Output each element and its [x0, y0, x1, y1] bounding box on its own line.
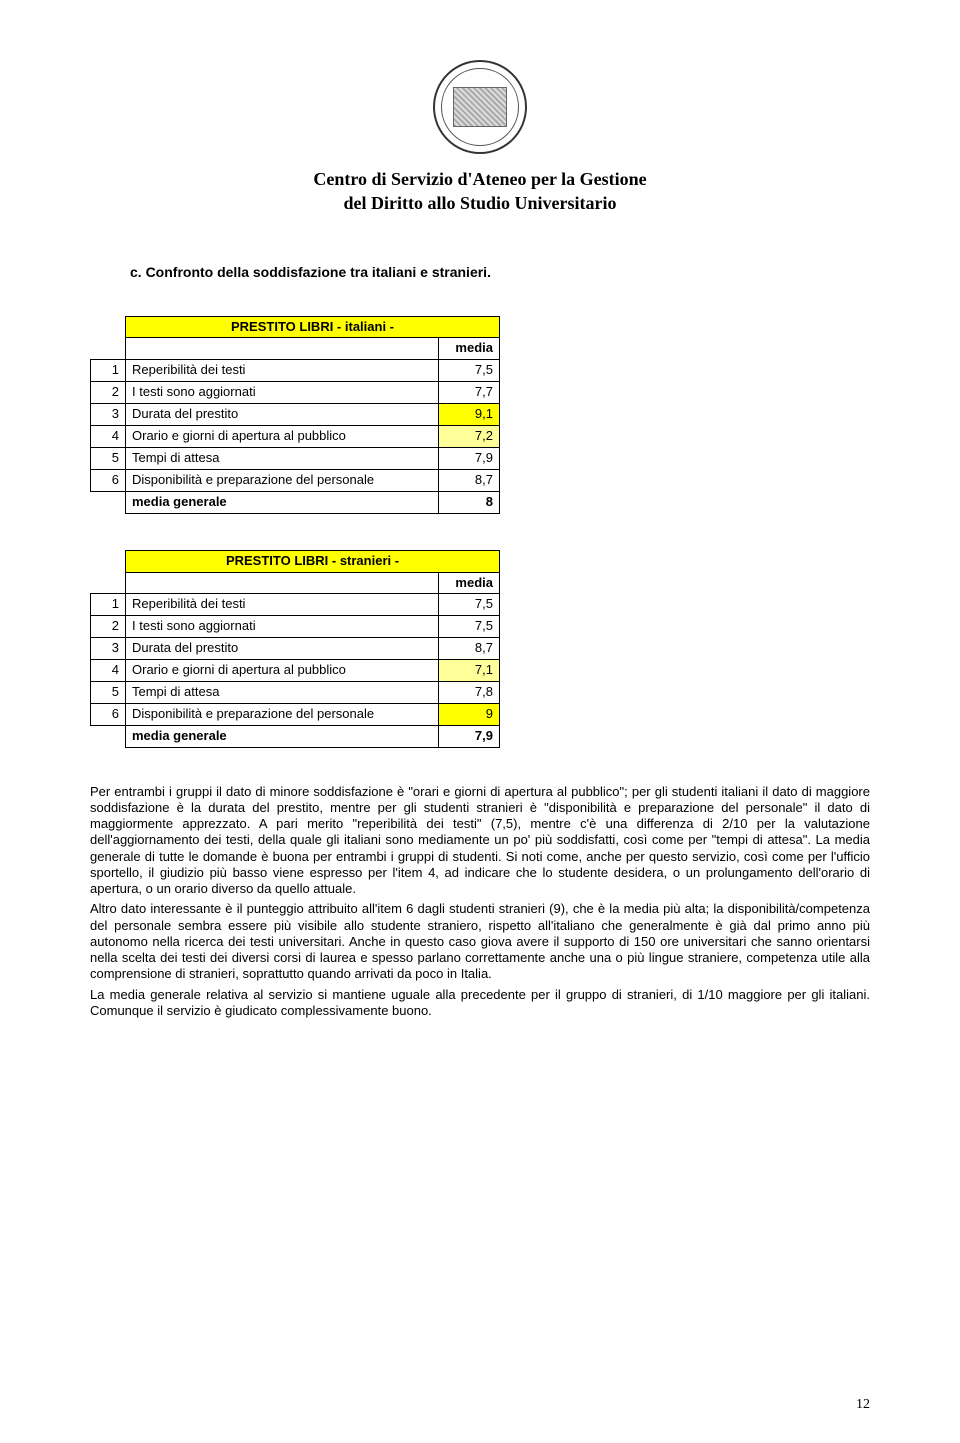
- table1-title: PRESTITO LIBRI - italiani -: [126, 316, 500, 338]
- row-value: 7,5: [439, 360, 500, 382]
- row-value: 7,2: [439, 426, 500, 448]
- page-number: 12: [856, 1397, 870, 1413]
- section-heading: c. Confronto della soddisfazione tra ita…: [130, 264, 870, 280]
- table-row: 1Reperibilità dei testi7,5: [91, 360, 500, 382]
- row-num: 6: [91, 469, 126, 491]
- row-value: 7,7: [439, 382, 500, 404]
- row-label: Reperibilità dei testi: [126, 360, 439, 382]
- table-row: 4Orario e giorni di apertura al pubblico…: [91, 660, 500, 682]
- row-label: I testi sono aggiornati: [126, 616, 439, 638]
- table2-media-hdr: media: [439, 572, 500, 594]
- row-label: Tempi di attesa: [126, 681, 439, 703]
- row-num: 3: [91, 638, 126, 660]
- row-value: 9: [439, 703, 500, 725]
- table-row: 6Disponibilità e preparazione del person…: [91, 703, 500, 725]
- row-label: Durata del prestito: [126, 404, 439, 426]
- row-label: Orario e giorni di apertura al pubblico: [126, 660, 439, 682]
- table2-footer-val: 7,9: [439, 725, 500, 747]
- row-value: 9,1: [439, 404, 500, 426]
- header-line1: Centro di Servizio d'Ateneo per la Gesti…: [313, 169, 646, 189]
- table-row: 6Disponibilità e preparazione del person…: [91, 469, 500, 491]
- table-row: 5Tempi di attesa7,9: [91, 447, 500, 469]
- paragraph-2: Altro dato interessante è il punteggio a…: [90, 901, 870, 982]
- header-line2: del Diritto allo Studio Universitario: [344, 193, 617, 213]
- header-title: Centro di Servizio d'Ateneo per la Gesti…: [90, 167, 870, 216]
- row-num: 1: [91, 594, 126, 616]
- table1-footer-val: 8: [439, 491, 500, 513]
- row-value: 7,5: [439, 594, 500, 616]
- table-row: 1Reperibilità dei testi7,5: [91, 594, 500, 616]
- table2-title: PRESTITO LIBRI - stranieri -: [126, 550, 500, 572]
- table-italiani: PRESTITO LIBRI - italiani - media 1Reper…: [90, 316, 500, 514]
- row-num: 4: [91, 660, 126, 682]
- row-value: 8,7: [439, 638, 500, 660]
- table1-footer-label: media generale: [126, 491, 439, 513]
- table2-footer-label: media generale: [126, 725, 439, 747]
- row-label: I testi sono aggiornati: [126, 382, 439, 404]
- row-num: 2: [91, 616, 126, 638]
- paragraph-3: La media generale relativa al servizio s…: [90, 987, 870, 1020]
- table-row: 3Durata del prestito9,1: [91, 404, 500, 426]
- body-text: Per entrambi i gruppi il dato di minore …: [90, 784, 870, 1020]
- row-label: Tempi di attesa: [126, 447, 439, 469]
- row-num: 1: [91, 360, 126, 382]
- table-row: 3Durata del prestito8,7: [91, 638, 500, 660]
- row-label: Disponibilità e preparazione del persona…: [126, 469, 439, 491]
- row-value: 8,7: [439, 469, 500, 491]
- row-num: 5: [91, 447, 126, 469]
- row-value: 7,8: [439, 681, 500, 703]
- row-num: 5: [91, 681, 126, 703]
- row-num: 6: [91, 703, 126, 725]
- paragraph-1: Per entrambi i gruppi il dato di minore …: [90, 784, 870, 898]
- row-label: Reperibilità dei testi: [126, 594, 439, 616]
- row-value: 7,5: [439, 616, 500, 638]
- table-row: 4Orario e giorni di apertura al pubblico…: [91, 426, 500, 448]
- table-row: 2I testi sono aggiornati7,7: [91, 382, 500, 404]
- row-label: Durata del prestito: [126, 638, 439, 660]
- row-label: Orario e giorni di apertura al pubblico: [126, 426, 439, 448]
- row-label: Disponibilità e preparazione del persona…: [126, 703, 439, 725]
- row-value: 7,1: [439, 660, 500, 682]
- logo: [90, 60, 870, 159]
- table1-media-hdr: media: [439, 338, 500, 360]
- row-num: 2: [91, 382, 126, 404]
- row-num: 4: [91, 426, 126, 448]
- table-row: 5Tempi di attesa7,8: [91, 681, 500, 703]
- row-value: 7,9: [439, 447, 500, 469]
- row-num: 3: [91, 404, 126, 426]
- table-stranieri: PRESTITO LIBRI - stranieri - media 1Repe…: [90, 550, 500, 748]
- table-row: 2I testi sono aggiornati7,5: [91, 616, 500, 638]
